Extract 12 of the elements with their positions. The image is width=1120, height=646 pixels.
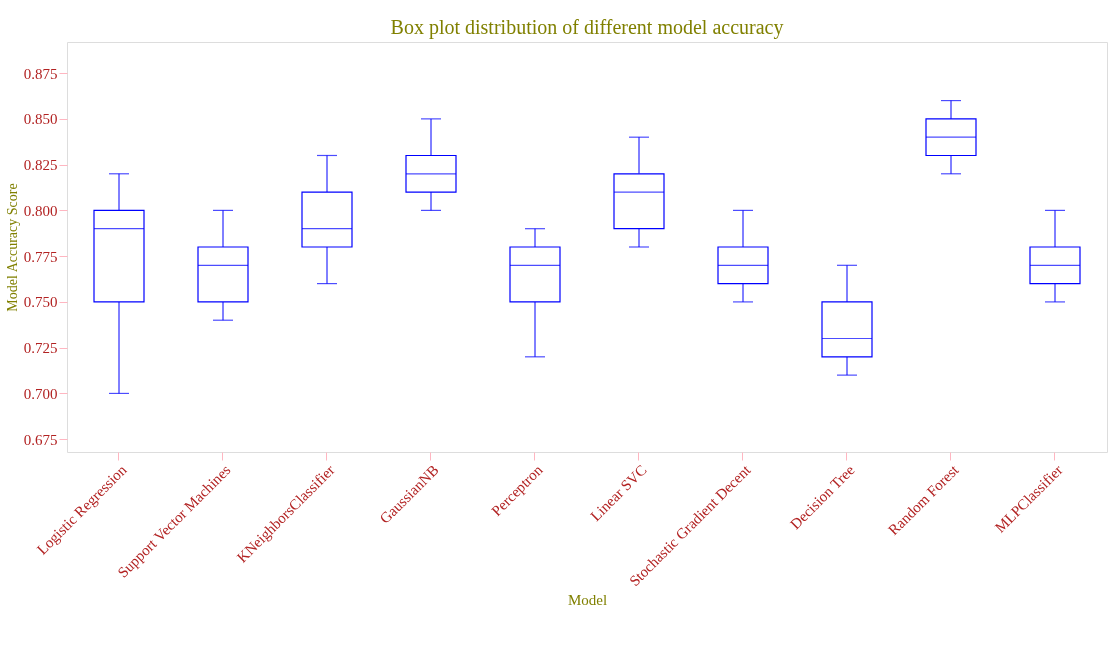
y-tick-label: 0.775 <box>23 248 58 265</box>
y-tick-label: 0.725 <box>23 340 58 357</box>
x-axis-title: Model <box>567 592 608 609</box>
y-tick-label: 0.675 <box>23 431 58 448</box>
y-tick-label: 0.825 <box>23 157 58 174</box>
y-tick-label: 0.700 <box>23 385 58 402</box>
chart-title: Box plot distribution of different model accuracy <box>390 16 784 39</box>
y-tick-label: 0.850 <box>23 111 58 128</box>
y-tick-label: 0.750 <box>23 294 58 311</box>
y-tick-label: 0.800 <box>23 202 58 219</box>
y-tick-label: 0.875 <box>23 65 58 82</box>
y-axis-title: Model Accuracy Score <box>4 183 20 312</box>
